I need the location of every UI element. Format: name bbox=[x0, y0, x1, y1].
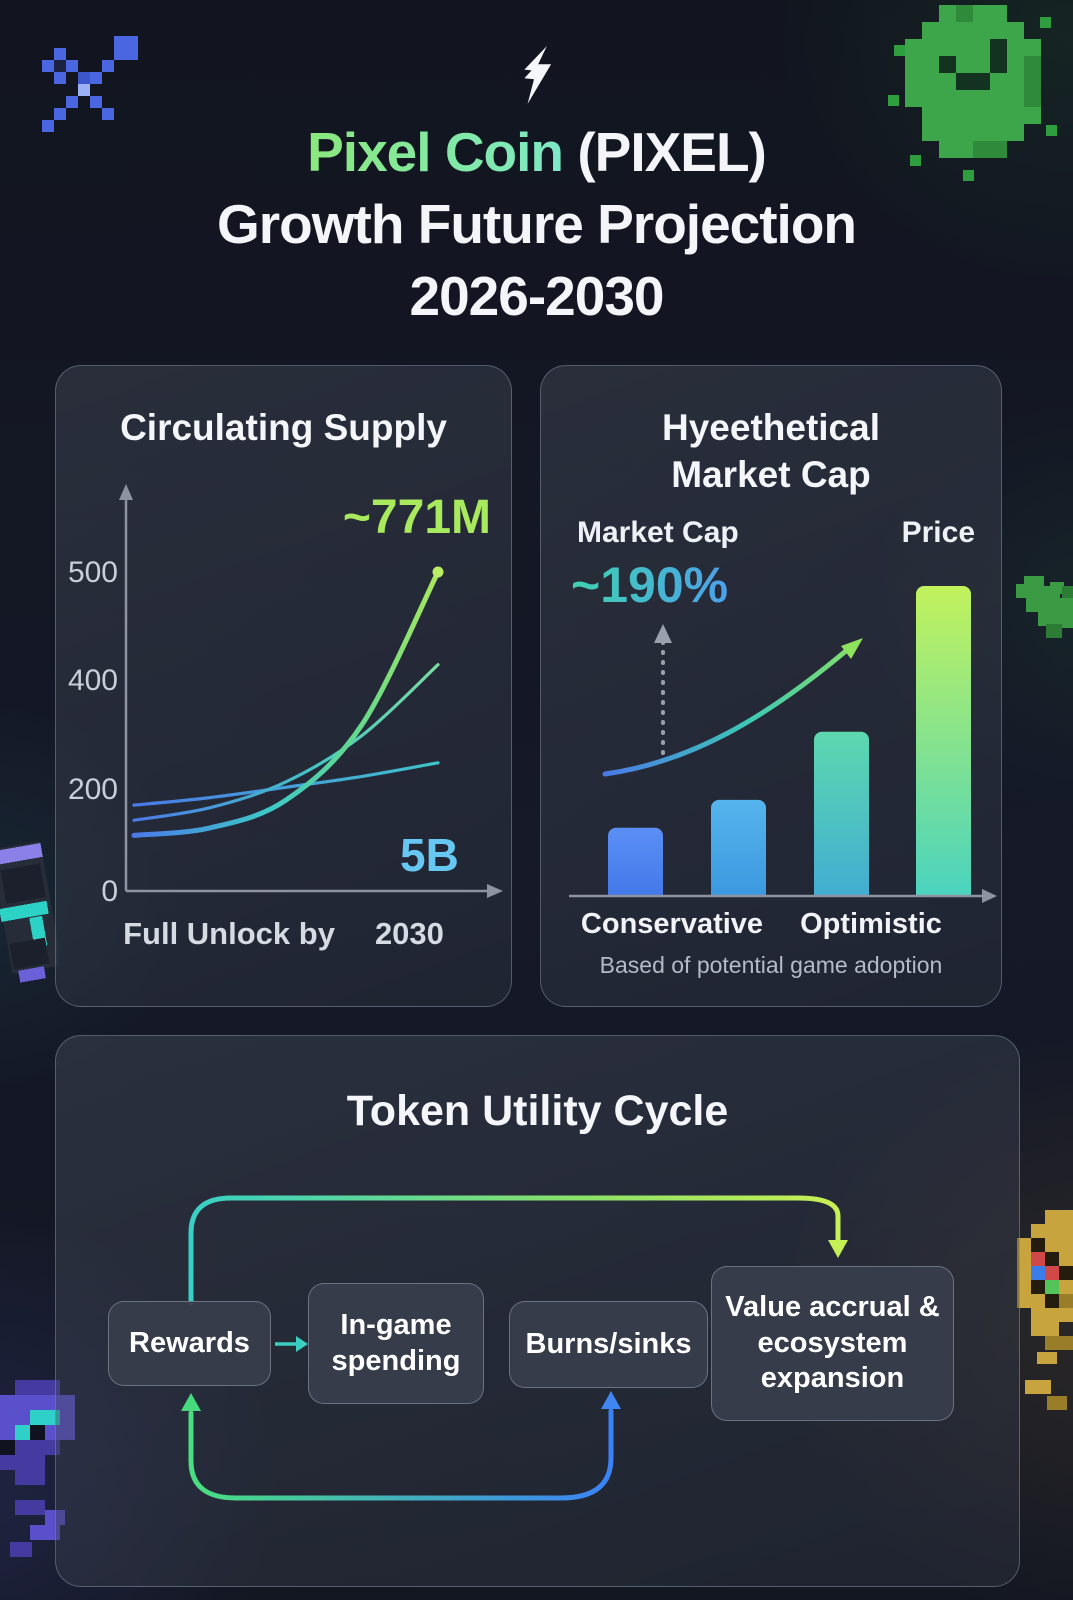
token-utility-cycle-card: Token Utility Cycle Rewards In-game spen… bbox=[55, 1035, 1020, 1587]
mcap-x-axis-arrow-icon bbox=[982, 889, 997, 903]
mid-scenario-line bbox=[132, 663, 440, 822]
supply-card-title: Circulating Supply bbox=[120, 407, 447, 448]
node-rewards: Rewards bbox=[108, 1301, 271, 1386]
dashed-arrow-head-icon bbox=[654, 624, 672, 643]
trend-arrow bbox=[602, 647, 850, 777]
y-tick-200: 200 bbox=[68, 773, 118, 806]
slime-pixel-icon bbox=[888, 5, 1057, 181]
circulating-supply-card: Circulating Supply ~771M 500 400 200 0 bbox=[55, 365, 512, 1007]
supply-total-annotation: 5B bbox=[400, 829, 459, 881]
bottom-loop-arrow bbox=[188, 1408, 614, 1501]
bar-optimistic bbox=[814, 731, 869, 896]
pixel-fragment-icon bbox=[1016, 576, 1073, 638]
page-title: Pixel Coin (PIXEL) Growth Future Project… bbox=[0, 116, 1073, 332]
mcap-title-line1: Hyeethetical bbox=[662, 407, 880, 448]
mcap-left-label: Market Cap bbox=[577, 516, 739, 549]
y-tick-400: 400 bbox=[68, 664, 118, 697]
top-loop-arrow bbox=[188, 1195, 841, 1306]
bar-price bbox=[916, 586, 971, 896]
mcap-card-title: Hyeethetical Market Cap bbox=[541, 404, 1001, 498]
treasure-pixel-icon bbox=[1017, 1210, 1073, 1410]
supply-x-label-row: Full Unlock by 2030 bbox=[56, 916, 511, 952]
page-title-line3: 2026-2030 bbox=[409, 265, 664, 327]
y-tick-0: 0 bbox=[101, 875, 118, 908]
label-optimistic: Optimistic bbox=[800, 908, 942, 940]
supply-max-annotation: ~771M bbox=[342, 491, 491, 544]
bottom-loop-right-head-icon bbox=[601, 1391, 621, 1409]
mcap-bar-chart bbox=[569, 586, 997, 903]
page-title-line1: Pixel Coin (PIXEL) bbox=[0, 116, 1073, 188]
bar-conservative-low bbox=[608, 827, 663, 896]
main-projection-line bbox=[131, 569, 441, 838]
supply-line-chart: 500 400 200 0 bbox=[68, 484, 503, 908]
node-burns-sinks: Burns/sinks bbox=[509, 1301, 708, 1388]
crossed-swords-pixel-icon bbox=[42, 36, 138, 132]
y-tick-500: 500 bbox=[68, 556, 118, 589]
cycle-flow-arrows bbox=[181, 1195, 848, 1501]
line-end-dot bbox=[432, 566, 444, 578]
label-conservative: Conservative bbox=[580, 908, 764, 940]
trend-arrow-head-icon bbox=[841, 638, 863, 659]
x-axis-arrow-icon bbox=[487, 884, 503, 898]
mcap-footnote: Based of potential game adoption bbox=[599, 952, 943, 978]
market-cap-card: Hyeethetical Market Cap Market Cap ~190%… bbox=[540, 365, 1002, 1007]
rewards-to-spending-head-icon bbox=[296, 1336, 308, 1352]
page-title-line2: Growth Future Projection bbox=[216, 193, 857, 255]
low-scenario-line bbox=[132, 761, 440, 807]
title-ticker: (PIXEL) bbox=[577, 121, 767, 183]
mcap-growth-value: ~190% bbox=[571, 557, 729, 613]
node-value-accrual: Value accrual & ecosystem expansion bbox=[711, 1266, 954, 1421]
supply-x-label: Full Unlock by bbox=[123, 916, 335, 951]
supply-x-value: 2030 bbox=[374, 916, 444, 951]
bar-conservative-high bbox=[711, 799, 766, 896]
lightning-bolt-icon bbox=[524, 46, 552, 104]
node-ingame-spending: In-game spending bbox=[308, 1283, 484, 1404]
bar-group bbox=[608, 586, 971, 896]
y-axis-arrow-icon bbox=[119, 484, 133, 500]
console-pixel-icon bbox=[0, 841, 58, 983]
bottom-loop-left-head-icon bbox=[181, 1393, 201, 1411]
mcap-right-label: Price bbox=[901, 516, 975, 549]
mcap-title-line2: Market Cap bbox=[671, 454, 871, 495]
title-coin-name: Pixel Coin bbox=[307, 121, 564, 183]
top-loop-arrow-head-icon bbox=[828, 1240, 848, 1258]
cycle-card-title: Token Utility Cycle bbox=[346, 1087, 729, 1135]
